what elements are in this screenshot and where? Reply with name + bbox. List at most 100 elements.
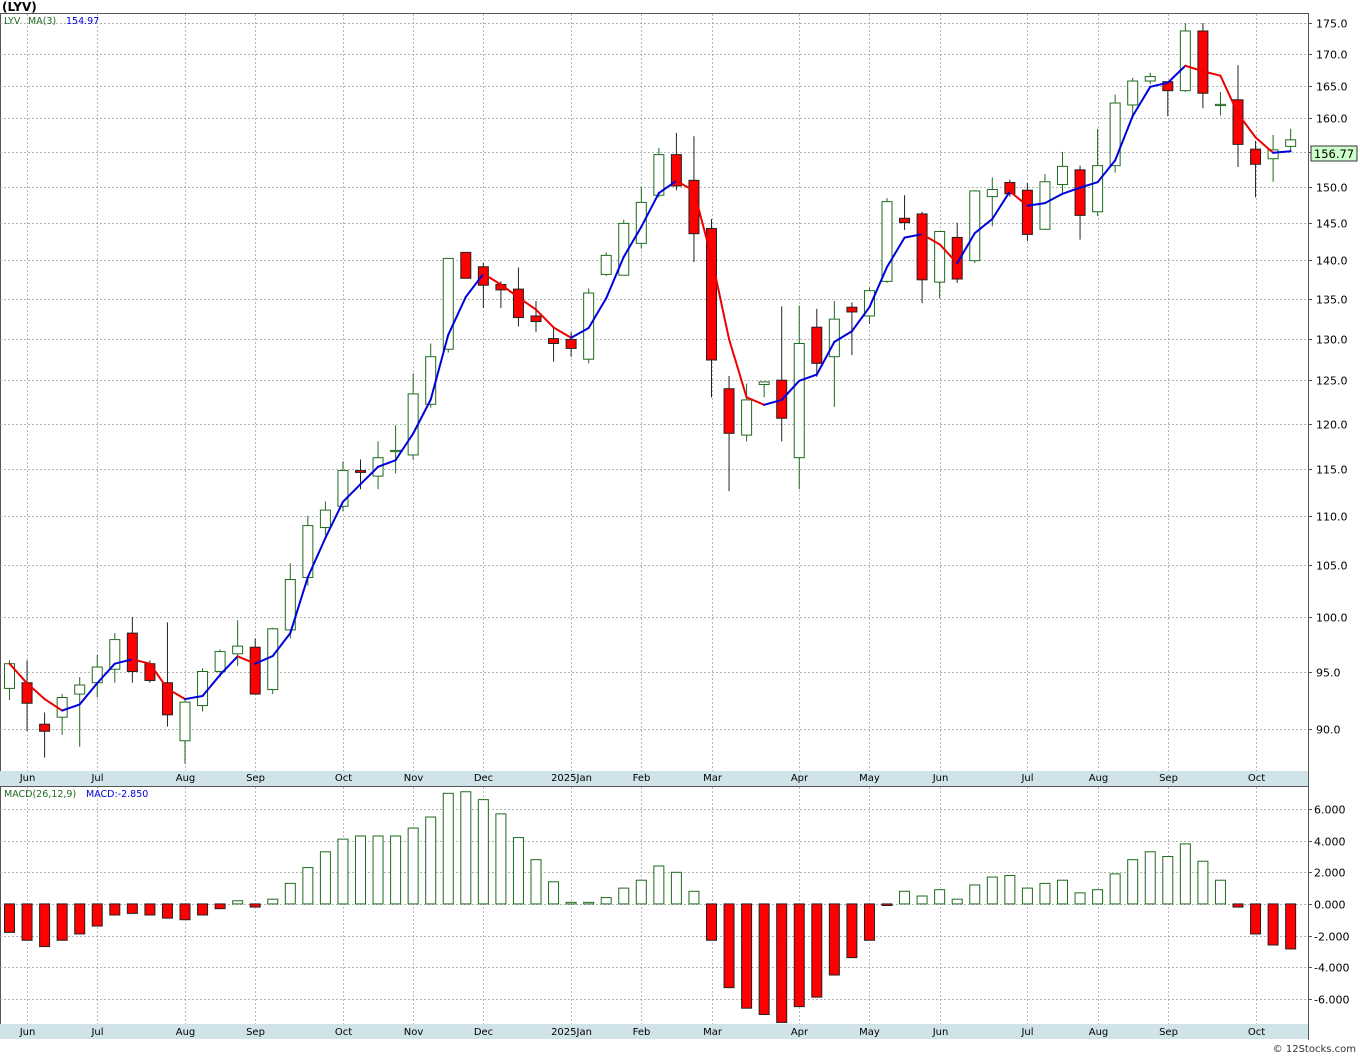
- candle-body-up: [969, 190, 981, 262]
- price-tick-label: 165.0: [1316, 81, 1348, 94]
- ma-segment: [8, 662, 29, 685]
- candle: [460, 251, 472, 279]
- candle: [846, 302, 858, 356]
- macd-bar-negative: [197, 903, 209, 916]
- macd-bar-positive: [618, 887, 630, 905]
- month-label: Aug: [176, 773, 196, 784]
- ma-segment: [464, 272, 485, 298]
- candle-body-down: [1197, 30, 1209, 94]
- macd-bar-negative: [793, 903, 805, 1008]
- candle: [723, 375, 735, 492]
- ma-segment: [1096, 159, 1117, 184]
- macd-bar-negative: [723, 903, 735, 989]
- price-axis-ticks: 90.0 95.0 100.0 105.0 110.0 115.0 120.0 125.0 13…: [1308, 18, 1348, 737]
- ma-segment: [745, 396, 766, 406]
- ma-segment: [447, 295, 467, 336]
- ma-segment: [780, 379, 801, 401]
- macd-bar-negative: [56, 903, 68, 941]
- ma-segment: [938, 243, 959, 265]
- candle: [1285, 128, 1297, 152]
- month-label: Feb: [633, 773, 651, 784]
- candle: [635, 186, 647, 249]
- ma-segment: [43, 698, 64, 712]
- ma-segment: [552, 326, 573, 339]
- ma-segment: [1026, 202, 1046, 207]
- candle-body-down: [916, 213, 928, 281]
- last-price-box: [1310, 145, 1358, 162]
- month-label: Oct: [1248, 1027, 1265, 1038]
- candle-body-up: [179, 701, 191, 742]
- macd-bar-positive: [1162, 856, 1174, 905]
- macd-bar-positive: [477, 799, 489, 905]
- macd-bar-positive: [302, 867, 314, 905]
- price-tick-label: 175.0: [1316, 18, 1348, 31]
- ma-segment: [605, 255, 625, 300]
- month-label: Jul: [90, 1027, 103, 1038]
- macd-bar-positive: [267, 898, 279, 905]
- month-label: Sep: [1159, 1027, 1178, 1038]
- macd-bar-positive: [1039, 882, 1051, 905]
- ma-segment: [815, 340, 836, 376]
- macd-tick-label: -2.000: [1314, 931, 1349, 944]
- ma-segment: [903, 233, 924, 239]
- ma-legend-label: MA(3): [28, 16, 56, 27]
- candle-body-down: [39, 723, 51, 732]
- macd-bar-negative: [109, 903, 121, 916]
- macd-bar-negative: [863, 903, 875, 941]
- candle: [793, 305, 805, 490]
- macd-bar-negative: [1232, 903, 1244, 908]
- ma-segment: [1079, 181, 1099, 189]
- ma-segment: [148, 662, 169, 690]
- ma-segment: [482, 272, 502, 286]
- macd-bar-positive: [1109, 873, 1121, 905]
- macd-bar-positive: [565, 901, 577, 905]
- macd-bar-positive: [934, 889, 946, 905]
- candle-body-up: [442, 257, 454, 350]
- candle-body-down: [355, 470, 366, 473]
- ma-segment: [1272, 150, 1292, 154]
- ma-segment: [692, 189, 713, 259]
- candle-body-down: [670, 154, 682, 187]
- macd-tick-label: 4.000: [1314, 836, 1346, 849]
- month-label: Jul: [1020, 773, 1033, 784]
- macd-axis-ticks: -6.000 -4.000 -2.000 0.000 2.000 4.000 6.000: [1308, 804, 1349, 1007]
- ma-segment: [850, 306, 871, 333]
- candle: [161, 622, 173, 727]
- ma-segment: [991, 190, 1011, 221]
- macd-bar-negative: [1267, 903, 1279, 946]
- ma-segment: [622, 225, 643, 258]
- candle-body-up: [407, 393, 419, 456]
- candle-body-up: [74, 684, 86, 695]
- macd-tick-label: -4.000: [1314, 962, 1349, 975]
- candle-body-up: [1179, 30, 1191, 92]
- price-tick-label: 90.0: [1316, 724, 1341, 737]
- ma-segment: [289, 576, 309, 635]
- price-tick-label: 115.0: [1316, 464, 1348, 477]
- macd-bar-positive: [355, 835, 366, 905]
- ma-segment: [131, 658, 151, 665]
- candle: [126, 617, 138, 683]
- candle-body-up: [741, 399, 753, 436]
- macd-bar-positive: [969, 884, 981, 905]
- candle: [319, 501, 331, 536]
- month-labels: Jun Jun Jul Jul Aug Aug Sep Sep Oct Oct Nov Nov Dec D…: [19, 773, 1266, 1038]
- month-label: Sep: [246, 773, 265, 784]
- candle-body-up: [934, 230, 946, 283]
- month-label: Aug: [1089, 773, 1109, 784]
- macd-bar-positive: [442, 792, 454, 905]
- macd-bar-positive: [1127, 859, 1139, 905]
- macd-bar-positive: [916, 895, 928, 905]
- candle: [1144, 72, 1156, 85]
- macd-pane: [0, 786, 1309, 1025]
- candle: [934, 230, 946, 299]
- macd-bar-negative: [249, 903, 261, 908]
- ma-segment: [236, 655, 257, 665]
- ma-segment: [219, 655, 239, 676]
- candle: [1250, 140, 1262, 198]
- candle-body-down: [548, 338, 560, 344]
- candle-body-up: [1109, 102, 1121, 167]
- ma-segment: [61, 703, 81, 712]
- candle: [583, 288, 595, 364]
- candle-body-up: [653, 154, 665, 196]
